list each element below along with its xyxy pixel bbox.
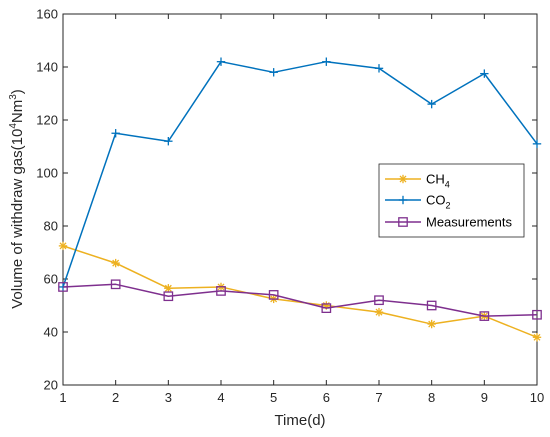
legend-marker bbox=[398, 195, 408, 205]
legend-entry-ch4: CH4 bbox=[385, 172, 450, 190]
data-point bbox=[111, 258, 120, 268]
series-measurements bbox=[58, 279, 542, 321]
data-point bbox=[58, 241, 68, 251]
data-point bbox=[479, 311, 490, 321]
marker-stroke bbox=[398, 217, 408, 227]
data-point bbox=[216, 286, 226, 296]
legend-entries: CH4 CO2 Measurements bbox=[385, 172, 512, 230]
legend-label-subscript: 2 bbox=[446, 201, 451, 211]
data-point bbox=[426, 300, 437, 311]
data-point bbox=[532, 309, 542, 320]
series-co2 bbox=[58, 57, 542, 292]
legend-label-subscript: 4 bbox=[445, 180, 450, 190]
y-tick-label: 120 bbox=[36, 113, 58, 128]
marker-stroke bbox=[110, 279, 121, 290]
y-tick-label: 20 bbox=[44, 378, 58, 393]
marker-stroke bbox=[163, 291, 174, 302]
x-tick-label: 5 bbox=[270, 390, 277, 405]
series-line bbox=[62, 60, 538, 288]
x-axis-ticks: 1 2 3 4 5 6 7 8 9 10 bbox=[59, 14, 544, 405]
marker-stroke bbox=[216, 286, 226, 296]
marker-stroke bbox=[58, 282, 68, 292]
marker-stroke bbox=[375, 308, 383, 316]
data-point bbox=[163, 291, 174, 302]
data-point bbox=[532, 139, 542, 149]
marker-stroke bbox=[399, 175, 407, 183]
y-tick-label: 60 bbox=[44, 272, 58, 287]
data-point bbox=[58, 282, 68, 292]
marker-stroke bbox=[426, 300, 437, 311]
data-point bbox=[164, 137, 173, 146]
legend-marker bbox=[398, 217, 408, 227]
marker-stroke bbox=[533, 333, 541, 341]
marker-stroke bbox=[321, 303, 332, 314]
legend-label: CO2 bbox=[426, 193, 451, 211]
series-line bbox=[62, 283, 538, 317]
x-tick-label: 9 bbox=[481, 390, 488, 405]
data-point bbox=[427, 319, 436, 329]
y-tick-label: 40 bbox=[44, 325, 58, 340]
data-point bbox=[427, 99, 436, 109]
marker-stroke bbox=[268, 290, 279, 300]
data-point bbox=[374, 295, 384, 306]
data-point bbox=[374, 307, 384, 317]
y-axis-title: Volume of withdraw gas(104Nm3) bbox=[8, 89, 26, 309]
y-tick-label: 100 bbox=[36, 166, 58, 181]
data-point bbox=[111, 129, 120, 138]
data-point bbox=[164, 284, 173, 293]
data-point bbox=[321, 303, 332, 314]
x-tick-label: 2 bbox=[112, 390, 119, 405]
marker-stroke bbox=[112, 259, 120, 267]
data-point bbox=[480, 69, 489, 78]
y-axis-ticks: 20 40 60 80 100 120 140 160 bbox=[36, 7, 537, 393]
legend-entry-co2: CO2 bbox=[385, 193, 451, 211]
x-tick-label: 10 bbox=[530, 390, 544, 405]
data-point bbox=[268, 290, 279, 300]
data-point bbox=[374, 64, 384, 73]
legend-label-text: Measurements bbox=[426, 215, 512, 230]
marker-stroke bbox=[164, 284, 172, 292]
legend-entry-measurements: Measurements bbox=[385, 215, 512, 230]
data-point bbox=[532, 333, 542, 342]
marker-stroke bbox=[532, 309, 542, 320]
data-point bbox=[269, 68, 278, 77]
x-tick-label: 3 bbox=[165, 390, 172, 405]
x-tick-label: 8 bbox=[428, 390, 435, 405]
legend-label: CH4 bbox=[426, 172, 450, 190]
series-group bbox=[58, 57, 542, 342]
data-point bbox=[110, 279, 121, 290]
legend-label-text: CO bbox=[426, 193, 446, 208]
legend: CH4 CO2 Measurements bbox=[378, 163, 525, 238]
x-tick-label: 4 bbox=[217, 390, 224, 405]
x-tick-label: 7 bbox=[375, 390, 382, 405]
x-axis-title: Time(d) bbox=[274, 412, 325, 429]
data-point bbox=[216, 57, 226, 66]
y-tick-label: 80 bbox=[44, 219, 58, 234]
legend-label-text: CH bbox=[426, 172, 445, 187]
y-tick-label: 140 bbox=[36, 60, 58, 75]
marker-stroke bbox=[59, 242, 67, 250]
marker-stroke bbox=[479, 311, 490, 321]
y-tick-label: 160 bbox=[36, 7, 58, 22]
x-tick-label: 6 bbox=[323, 390, 330, 405]
x-tick-label: 1 bbox=[59, 390, 66, 405]
legend-label: Measurements bbox=[426, 215, 512, 230]
marker-stroke bbox=[374, 295, 384, 306]
marker-stroke bbox=[428, 320, 436, 328]
legend-marker bbox=[398, 174, 408, 184]
data-point bbox=[322, 57, 331, 66]
